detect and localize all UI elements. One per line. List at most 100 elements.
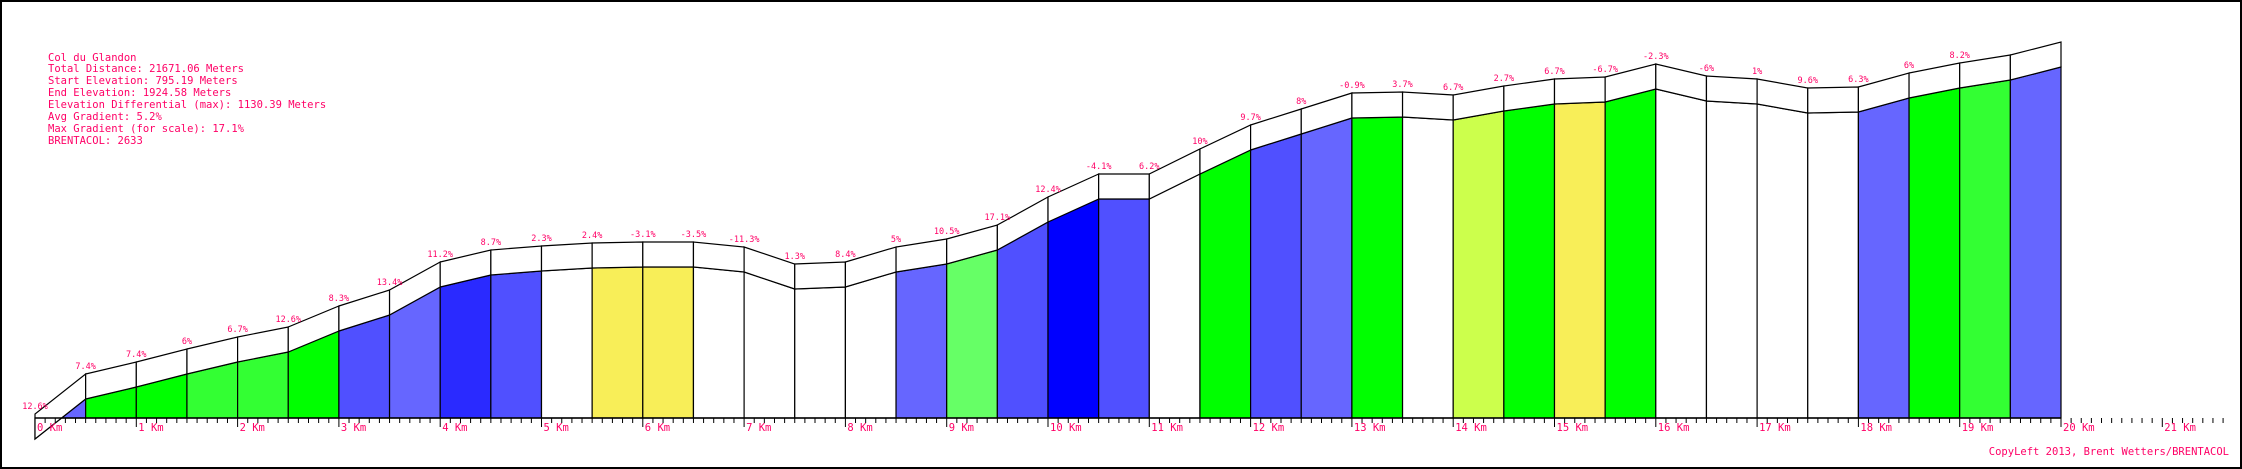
gradient-label: 7.4% xyxy=(126,350,146,360)
profile-segments xyxy=(34,66,2062,441)
km-tick-label: 15 Km xyxy=(1557,422,1589,434)
gradient-label: 8.4% xyxy=(835,250,855,260)
end-elevation: End Elevation: 1924.58 Meters xyxy=(48,87,231,99)
gradient-labels: 12.6% 7.4% 7.4% 6% 6.7% 12.6% 8.3% 13.4% 11.2% 8.… xyxy=(22,51,1970,412)
distance-axis: 0 Km 1 Km 2 Km 3 Km 4 Km 5 Km 6 Km 7 Km 8 Km 9 Km… xyxy=(34,417,2224,434)
copyleft-footer: CopyLeft 2013, Brent Wetters/BRENTACOL xyxy=(1989,446,2229,458)
elevation-differential: Elevation Differential (max): 1130.39 Me… xyxy=(48,99,326,111)
km-tick-label: 1 Km xyxy=(138,422,163,434)
gradient-label: 13.4% xyxy=(377,278,403,288)
gradient-segment xyxy=(2009,66,2062,419)
avg-gradient: Avg Gradient: 5.2% xyxy=(48,111,162,123)
gradient-label: 6% xyxy=(182,337,192,347)
gradient-label: 3.7% xyxy=(1392,80,1412,90)
gradient-label: 12.4% xyxy=(1035,185,1061,195)
gradient-segment xyxy=(1249,133,1302,419)
gradient-label: -3.5% xyxy=(681,230,707,240)
gradient-label: -2.3% xyxy=(1643,52,1669,62)
gradient-segment xyxy=(946,249,998,419)
gradient-label: 6.3% xyxy=(1848,75,1868,85)
gradient-segment xyxy=(996,220,1049,419)
km-tick-label: 0 Km xyxy=(37,422,62,434)
road-band-segment xyxy=(692,241,745,273)
gradient-label: 6.7% xyxy=(227,325,247,335)
road-band-segment xyxy=(591,241,644,269)
route-info-block: Col du Glandon Total Distance: 21671.06 … xyxy=(48,52,326,147)
gradient-segment xyxy=(1756,103,1809,419)
road-band-segment xyxy=(2009,41,2062,81)
gradient-segment xyxy=(1807,111,1860,419)
road-band-segment xyxy=(1351,91,1404,119)
road-band-segment xyxy=(1553,76,1606,105)
gradient-label: 10.5% xyxy=(934,227,960,237)
km-tick-label: 18 Km xyxy=(1860,422,1892,434)
km-tick-label: 8 Km xyxy=(847,422,872,434)
gradient-segment xyxy=(642,266,695,419)
gradient-segment xyxy=(1351,116,1404,419)
gradient-label: 2.7% xyxy=(1494,74,1514,84)
gradient-label: -4.1% xyxy=(1086,162,1112,172)
gradient-label: 2.4% xyxy=(582,231,602,241)
km-tick-label: 20 Km xyxy=(2063,422,2095,434)
gradient-segment xyxy=(1148,173,1201,419)
km-tick-label: 3 Km xyxy=(341,422,366,434)
gradient-label: 12.6% xyxy=(22,402,48,412)
km-tick-label: 11 Km xyxy=(1151,422,1183,434)
gradient-segment xyxy=(1300,117,1353,419)
road-band-segment xyxy=(1807,86,1860,114)
gradient-segment xyxy=(338,314,391,419)
gradient-segment xyxy=(591,266,644,419)
gradient-label: 6.2% xyxy=(1139,162,1159,172)
gradient-label: 6.7% xyxy=(1544,67,1564,77)
gradient-segment xyxy=(1857,97,1910,419)
gradient-segment xyxy=(1401,116,1454,419)
gradient-label: 9.6% xyxy=(1798,76,1818,86)
km-tick-label: 17 Km xyxy=(1759,422,1791,434)
gradient-segment xyxy=(540,267,593,419)
gradient-segment xyxy=(237,351,289,419)
gradient-label: 9.7% xyxy=(1240,113,1260,123)
km-tick-label: 14 Km xyxy=(1455,422,1487,434)
gradient-segment xyxy=(439,274,492,419)
gradient-label: 5% xyxy=(891,235,901,245)
km-tick-label: 19 Km xyxy=(1962,422,1994,434)
gradient-label: 12.6% xyxy=(275,315,301,325)
gradient-label: -6% xyxy=(1699,64,1714,74)
route-name: Col du Glandon xyxy=(48,52,137,64)
gradient-label: 8% xyxy=(1296,97,1306,107)
km-tick-label: 16 Km xyxy=(1658,422,1690,434)
road-band-segment xyxy=(490,245,543,276)
km-tick-label: 13 Km xyxy=(1354,422,1386,434)
gradient-label: 6.7% xyxy=(1443,83,1463,93)
gradient-label: 8.2% xyxy=(1949,51,1969,61)
km-tick-label: 12 Km xyxy=(1253,422,1285,434)
gradient-label: 11.2% xyxy=(427,250,453,260)
road-band-segment xyxy=(1705,75,1758,105)
gradient-label: 10% xyxy=(1192,137,1207,147)
gradient-segment xyxy=(1655,88,1708,419)
km-tick-label: 4 Km xyxy=(442,422,467,434)
total-distance: Total Distance: 21671.06 Meters xyxy=(48,63,244,75)
km-tick-label: 10 Km xyxy=(1050,422,1082,434)
gradient-segment xyxy=(1604,88,1657,419)
gradient-segment xyxy=(844,271,897,419)
gradient-label: 6% xyxy=(1904,61,1914,71)
road-band-segment xyxy=(1098,173,1150,200)
km-tick-label: 7 Km xyxy=(746,422,771,434)
gradient-segment xyxy=(1503,103,1556,419)
gradient-segment xyxy=(1705,100,1758,419)
gradient-label: -11.3% xyxy=(729,235,760,245)
road-band-segment xyxy=(642,241,695,268)
gradient-segment xyxy=(1199,149,1252,419)
gradient-segment xyxy=(743,271,796,419)
km-tick-label: 5 Km xyxy=(544,422,569,434)
gradient-label: -6.7% xyxy=(1592,65,1618,75)
start-elevation: Start Elevation: 795.19 Meters xyxy=(48,75,238,87)
km-tick-label: 6 Km xyxy=(645,422,670,434)
gradient-segment xyxy=(490,270,543,419)
profile-road-band xyxy=(34,41,2062,441)
gradient-segment xyxy=(1098,198,1150,419)
gradient-label: -3.1% xyxy=(630,230,656,240)
road-band-segment xyxy=(794,261,847,290)
